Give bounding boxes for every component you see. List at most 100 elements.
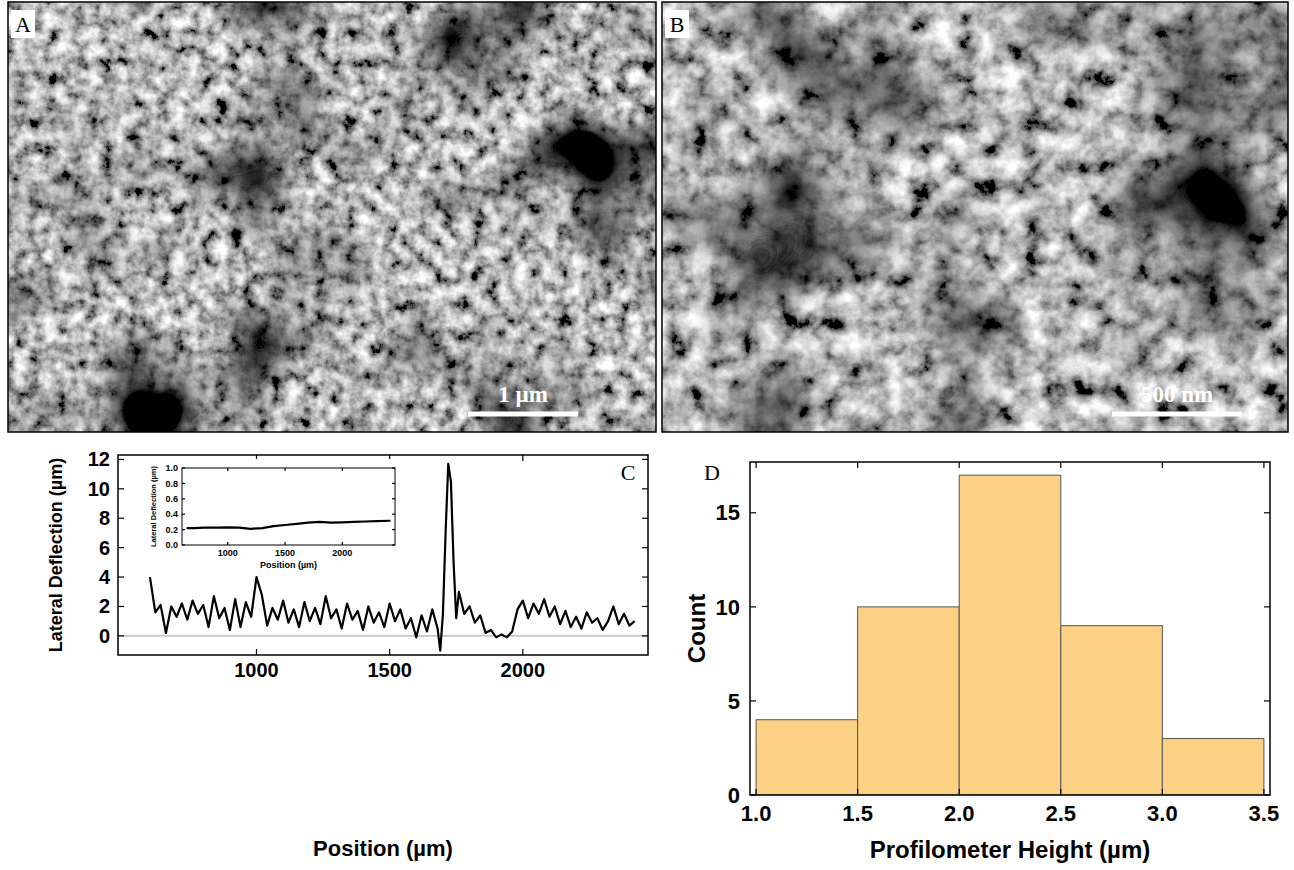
chart: 1000150020000.00.20.40.60.81.0Position (… (140, 459, 402, 572)
figure: A1 µmB500 nm100015002000024681012Positio… (0, 0, 1294, 870)
y-tick-right (642, 635, 648, 636)
x-tick (342, 542, 343, 545)
x-tick (522, 649, 523, 655)
image-border (8, 2, 656, 432)
y-axis-title: Lateral Deflection (µm) (46, 458, 66, 652)
scale-bar (1112, 412, 1242, 417)
y-tick-right (642, 488, 648, 489)
x-tick-label: 2.0 (944, 801, 975, 826)
y-tick-label: 15 (716, 500, 740, 525)
hist-bar (756, 720, 858, 795)
x-tick-top (522, 455, 523, 461)
x-tick-label: 3.5 (1249, 801, 1280, 826)
y-tick-label: 12 (88, 448, 110, 470)
y-tick (118, 459, 124, 460)
inset-background (140, 459, 402, 572)
y-tick-right (642, 518, 648, 519)
sem-panel: B 500 nm (662, 2, 1288, 432)
y-tick (182, 483, 185, 484)
x-tick-label: 1500 (275, 548, 295, 558)
x-tick-label: 1500 (367, 659, 412, 681)
y-tick-right (392, 514, 395, 515)
y-tick (750, 700, 756, 701)
y-tick (118, 576, 124, 577)
y-tick-right (392, 529, 395, 530)
page: {"images": [{"panel": "A", "scale_bar": … (0, 0, 1294, 870)
y-tick-label: 0.4 (165, 509, 178, 519)
x-tick-top (857, 462, 858, 468)
chart: 1.01.52.02.53.03.5051015Profilometer Hei… (683, 460, 1279, 863)
y-tick-label: 4 (99, 566, 111, 588)
y-tick-label: 5 (728, 689, 740, 714)
hist-bar (1061, 626, 1163, 795)
y-tick-label: 10 (88, 478, 110, 500)
x-tick (284, 542, 285, 545)
y-tick (118, 635, 124, 636)
y-tick (118, 488, 124, 489)
scale-bar (468, 412, 578, 417)
x-tick-top (959, 462, 960, 468)
y-tick-right (1264, 794, 1270, 795)
x-tick (256, 649, 257, 655)
y-tick-right (642, 606, 648, 607)
x-tick (1060, 789, 1061, 795)
x-tick-top (227, 468, 228, 471)
y-tick (182, 498, 185, 499)
y-tick (182, 514, 185, 515)
x-tick-top (342, 468, 343, 471)
x-tick (389, 649, 390, 655)
y-tick-right (392, 483, 395, 484)
y-tick (118, 606, 124, 607)
sem-image (662, 2, 1288, 432)
x-tick (755, 789, 756, 795)
x-tick (959, 789, 960, 795)
x-tick-top (284, 468, 285, 471)
y-tick-label: 2 (99, 595, 110, 617)
y-tick-right (1264, 512, 1270, 513)
x-tick-label: 1.0 (741, 801, 772, 826)
y-tick (750, 606, 756, 607)
y-tick (118, 518, 124, 519)
hist-bar (1162, 739, 1264, 795)
y-tick-right (392, 544, 395, 545)
x-tick-label: 2.5 (1045, 801, 1076, 826)
y-tick-label: 0 (99, 625, 110, 647)
scale-bar-label: 1 µm (498, 382, 548, 407)
y-tick-label: 0.6 (165, 494, 178, 504)
chart: 100015002000024681012Position (µm)Latera… (46, 448, 648, 861)
data-line (187, 521, 391, 529)
y-tick-label: 10 (716, 595, 740, 620)
x-tick-top (755, 462, 756, 468)
letter-box (11, 10, 35, 38)
y-tick-right (392, 498, 395, 499)
plot-area (756, 475, 1264, 795)
plot-frame (182, 468, 395, 545)
y-tick (750, 794, 756, 795)
y-tick (182, 467, 185, 468)
y-tick-right (642, 576, 648, 577)
sem-panel: A1 µm (8, 2, 656, 432)
x-tick-label: 2000 (332, 548, 352, 558)
y-tick-right (642, 547, 648, 548)
panel-letter: D (704, 460, 720, 485)
y-tick-right (1264, 700, 1270, 701)
y-tick-label: 6 (99, 537, 110, 559)
y-tick (182, 529, 185, 530)
x-tick-top (1060, 462, 1061, 468)
x-axis-title: Profilometer Height (µm) (870, 836, 1151, 863)
scale-bar-label: 500 nm (1141, 382, 1213, 407)
x-tick-label: 1000 (234, 659, 279, 681)
y-tick (182, 544, 185, 545)
x-axis-title: Position (µm) (313, 836, 453, 861)
sem-image (8, 2, 656, 432)
plot-frame (118, 455, 648, 655)
panel-letter: C (621, 460, 636, 485)
x-tick (857, 789, 858, 795)
x-tick (1162, 789, 1163, 795)
panel-letter: B (670, 12, 685, 37)
x-tick-label: 2000 (501, 659, 546, 681)
y-axis-title: Lateral Deflection (µm) (149, 466, 158, 548)
letter-box (665, 10, 689, 38)
y-tick-label: 0.8 (165, 479, 178, 489)
image-border (662, 2, 1288, 432)
